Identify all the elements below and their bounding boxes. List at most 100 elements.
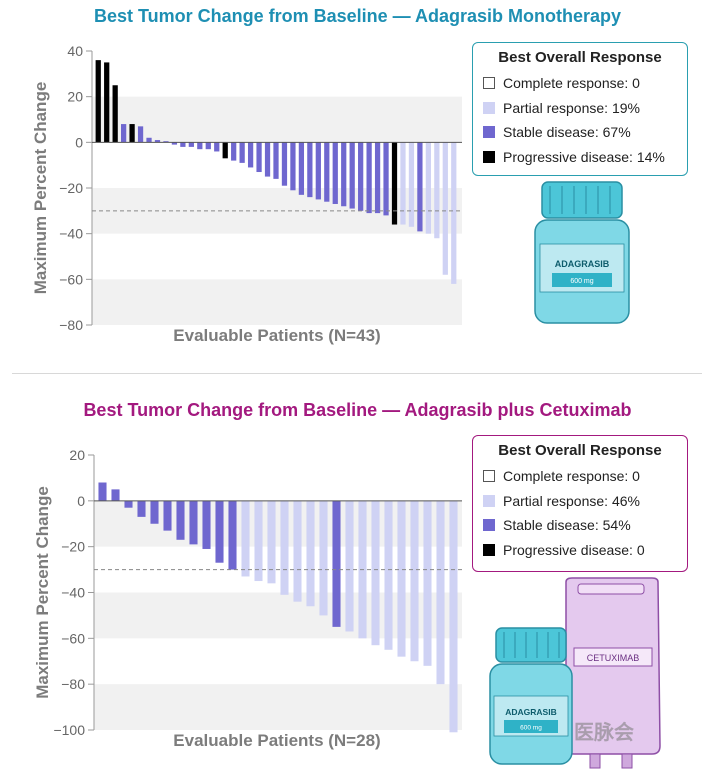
- bottle1-dose: 600 mg: [570, 278, 593, 285]
- bottle1-label: ADAGRASIB: [555, 259, 610, 269]
- bar: [247, 142, 254, 168]
- legend-label: Complete response: 0: [503, 75, 640, 92]
- bar: [384, 500, 393, 650]
- bar: [408, 142, 415, 227]
- y-tick-label: −60: [61, 630, 85, 646]
- bar: [197, 142, 203, 150]
- legend-item-pd: Progressive disease: 0: [483, 538, 677, 563]
- bar: [345, 500, 354, 632]
- legend-swatch-pr: [483, 101, 495, 114]
- y-tick-label: −60: [59, 271, 83, 287]
- legend-item-pr: Partial response: 46%: [483, 489, 677, 514]
- legend-swatch-sd: [483, 126, 495, 139]
- y-tick-label: −20: [59, 180, 83, 196]
- legend-title: Best Overall Response: [498, 442, 662, 459]
- bar: [371, 500, 380, 646]
- bar: [423, 500, 432, 666]
- bar: [280, 500, 289, 595]
- bar: [256, 142, 262, 173]
- chart1: 40 20 0 −20 −40 −60 −80 Maximum Percent Change E…: [31, 43, 462, 345]
- cetuximab-bag-illustration: CETUXIMAB: [565, 577, 661, 769]
- bar: [425, 142, 431, 234]
- legend-label: Stable disease: 67%: [503, 124, 631, 141]
- legend-swatch-cr: [483, 77, 495, 90]
- bar: [319, 500, 328, 616]
- bar: [214, 142, 220, 152]
- legend-label: Progressive disease: 0: [503, 541, 645, 558]
- bar: [205, 142, 211, 150]
- bar: [290, 142, 296, 191]
- bar: [112, 85, 118, 143]
- legend-item-cr: Complete response: 0: [483, 71, 677, 96]
- bar: [264, 142, 271, 177]
- bar: [215, 500, 224, 563]
- bar: [150, 500, 159, 524]
- x-axis-label: Evaluable Patients (N=43): [173, 326, 380, 345]
- bar: [436, 500, 445, 685]
- adagrasib-bottle-illustration-2: ADAGRASIB 600 mg: [489, 627, 573, 765]
- y-axis-label: Maximum Percent Change: [31, 82, 50, 295]
- bar: [121, 124, 127, 143]
- bar: [298, 142, 305, 195]
- chart1-title: Best Tumor Change from Baseline — Adagra…: [93, 6, 622, 26]
- legend-item-sd: Stable disease: 67%: [483, 120, 677, 145]
- grid-band: [92, 96, 462, 143]
- bar: [231, 142, 237, 161]
- bar: [202, 500, 211, 549]
- bar: [397, 500, 406, 657]
- bar: [176, 500, 185, 540]
- y-tick-label: −80: [59, 317, 83, 333]
- y-tick-label: −80: [61, 676, 85, 692]
- legend-item-sd: Stable disease: 54%: [483, 513, 677, 538]
- bar: [349, 142, 355, 209]
- y-tick-label: −100: [53, 722, 85, 738]
- y-tick-label: 40: [67, 43, 83, 59]
- legend-label: Complete response: 0: [503, 468, 640, 485]
- bar: [410, 500, 419, 662]
- bar: [281, 142, 288, 186]
- bar: [434, 142, 440, 239]
- bottle2-label: ADAGRASIB: [505, 707, 556, 717]
- bar: [307, 142, 313, 198]
- legend-item-pr: Partial response: 19%: [483, 96, 677, 121]
- bar: [180, 142, 186, 147]
- bar: [324, 142, 330, 202]
- bag-label: CETUXIMAB: [587, 653, 640, 663]
- bar: [273, 142, 279, 179]
- bar: [267, 500, 276, 584]
- x-axis-label: Evaluable Patients (N=28): [173, 731, 380, 750]
- bar: [163, 500, 172, 531]
- bar: [332, 142, 338, 204]
- bar: [222, 142, 228, 159]
- chart2: 20 0 −20 −40 −60 −80 −100 Maximum Percent Chang…: [33, 447, 462, 750]
- bar: [341, 142, 347, 207]
- bar: [254, 500, 263, 582]
- legend-swatch-pd: [483, 543, 495, 556]
- y-tick-label: 20: [69, 447, 85, 463]
- bar: [239, 142, 245, 163]
- legend-swatch-cr: [483, 470, 495, 483]
- bar: [315, 142, 321, 200]
- watermark-logo: 医脉会: [574, 722, 634, 744]
- y-tick-label: 20: [67, 89, 83, 105]
- bar: [111, 489, 120, 501]
- bar: [189, 500, 198, 545]
- bar: [366, 142, 372, 214]
- bar: [137, 126, 144, 143]
- section-divider: [12, 373, 702, 374]
- bar: [306, 500, 315, 607]
- y-tick-label: −40: [61, 585, 85, 601]
- y-tick-label: 0: [75, 134, 83, 150]
- legend-label: Stable disease: 54%: [503, 517, 631, 534]
- legend-label: Partial response: 46%: [503, 492, 640, 509]
- legend-item-pd: Progressive disease: 14%: [483, 145, 677, 170]
- bar: [171, 142, 178, 145]
- bar: [451, 142, 457, 284]
- bar: [449, 500, 458, 733]
- grid-band: [94, 592, 462, 639]
- grid-band: [92, 279, 462, 325]
- bar: [98, 482, 107, 501]
- bar: [146, 137, 152, 143]
- bar: [104, 62, 110, 143]
- bar: [374, 142, 381, 214]
